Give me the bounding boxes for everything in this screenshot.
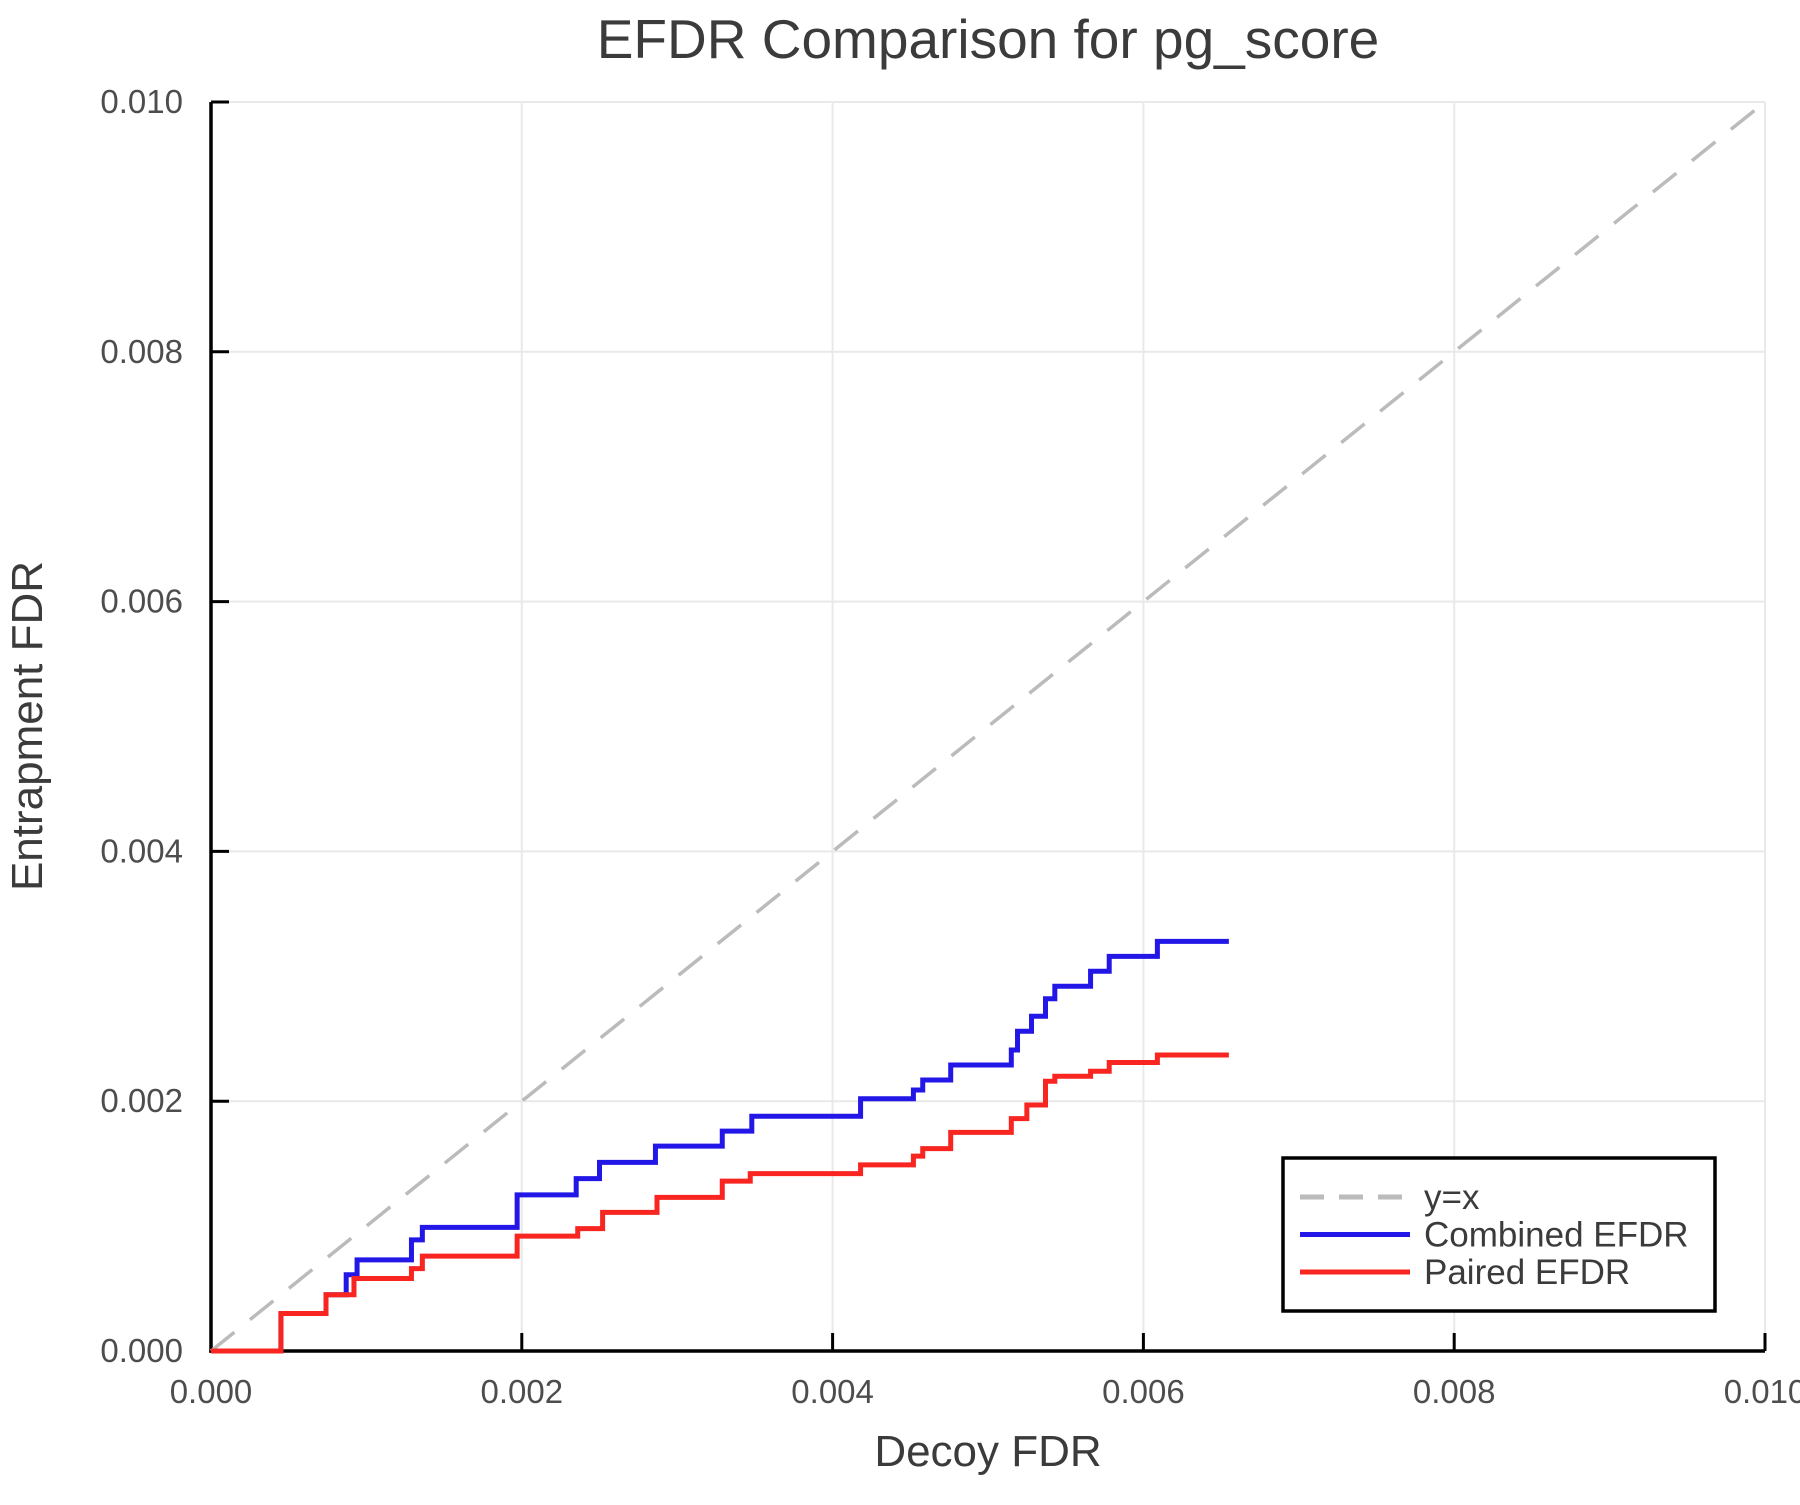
- y-axis-label: Entrapment FDR: [3, 561, 52, 891]
- tick-labels: 0.000 0.002 0.004 0.006 0.008 0.010 0.000 0.002…: [100, 83, 1800, 1410]
- y-tick-label: 0.010: [100, 83, 183, 120]
- x-tick-label: 0.008: [1413, 1373, 1496, 1410]
- grid-layer: [211, 101, 1766, 1351]
- series-line-combined-efdr: [211, 938, 1229, 1354]
- legend-entry-label: Combined EFDR: [1424, 1216, 1689, 1255]
- x-tick-label: 0.006: [1102, 1373, 1185, 1410]
- y-tick-label: 0.000: [100, 1332, 183, 1369]
- y-tick-label: 0.002: [100, 1082, 183, 1119]
- y-tick-label: 0.006: [100, 583, 183, 620]
- y-tick-label: 0.008: [100, 333, 183, 370]
- x-tick-label: 0.000: [170, 1373, 253, 1410]
- chart-title: EFDR Comparison for pg_score: [597, 8, 1380, 70]
- legend-entry-label: Paired EFDR: [1424, 1253, 1630, 1292]
- series-line-paired-efdr: [211, 1052, 1229, 1354]
- series-layer: [209, 100, 1767, 1354]
- y-tick-label: 0.004: [100, 832, 183, 869]
- axis-spines: [209, 102, 1765, 1353]
- x-tick-label: 0.004: [791, 1373, 874, 1410]
- legend-entry-label: y=x: [1424, 1178, 1480, 1217]
- series-line-y-x: [209, 100, 1767, 1353]
- x-tick-label: 0.002: [481, 1373, 564, 1410]
- x-tick-label: 0.010: [1724, 1373, 1800, 1410]
- x-axis-label: Decoy FDR: [874, 1427, 1101, 1476]
